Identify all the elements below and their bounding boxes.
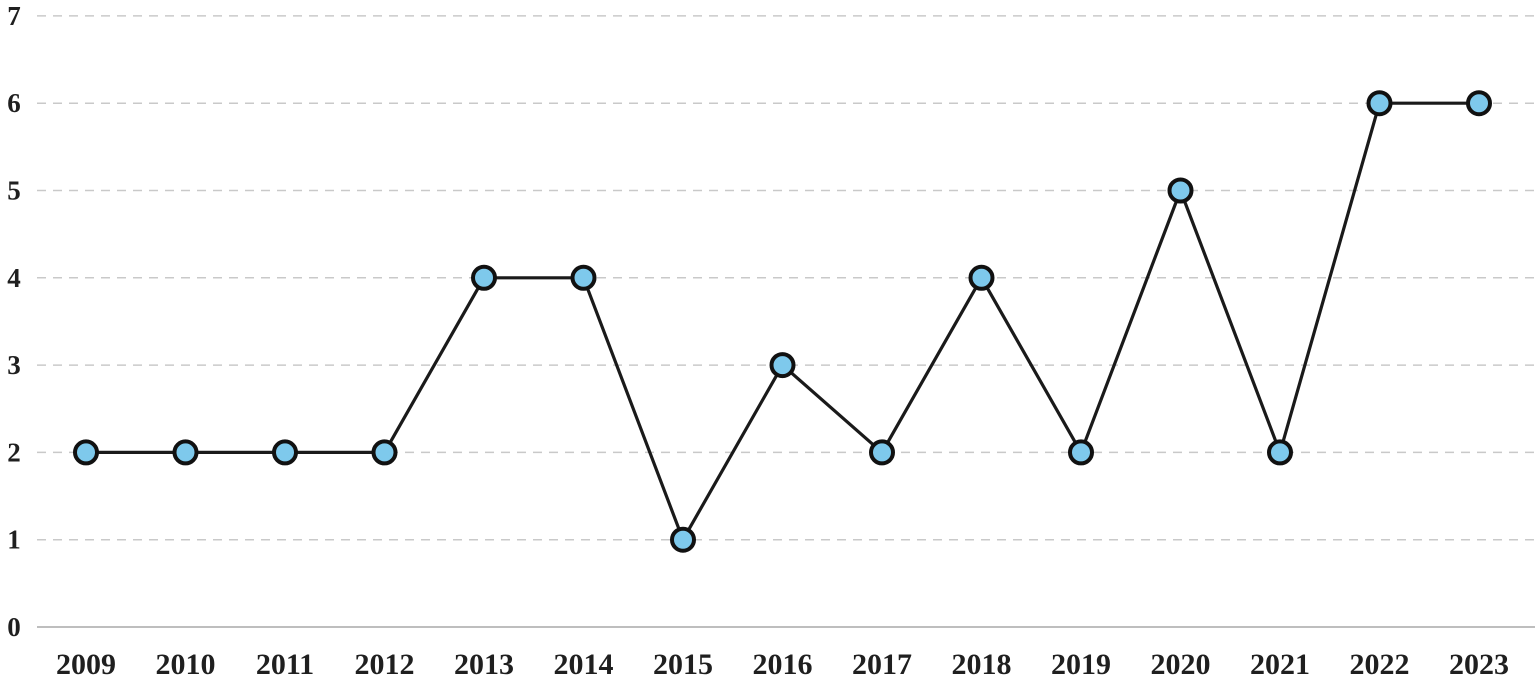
x-tick-label: 2015 [653,648,713,681]
data-point [1267,439,1293,466]
x-tick-label: 2009 [56,648,116,681]
series-path [84,101,1481,542]
series-line [84,101,1481,542]
x-tick-label: 2012 [355,648,415,681]
x-tick-label: 2010 [156,648,216,681]
data-point [73,439,99,466]
x-tick-label: 2014 [554,648,614,681]
data-point [371,439,398,466]
data-point [570,264,597,291]
x-tick-label: 2016 [753,648,813,681]
x-tick-label: 2017 [852,648,912,681]
x-tick-label: 2020 [1151,648,1211,681]
x-tick-label: 2018 [952,648,1012,681]
x-axis-labels: 2009 2010 2011 2012 2013 2014 2015 2016 2017 2018… [56,648,1509,681]
x-tick-label: 2011 [256,648,314,681]
y-tick-label: 6 [7,88,21,118]
data-point [1466,90,1492,117]
data-points [73,90,1492,553]
data-point [869,439,895,466]
data-point [1167,177,1194,204]
y-tick-label: 3 [7,350,21,380]
data-point [670,526,696,553]
y-tick-label: 0 [7,612,21,642]
data-point [968,264,995,291]
y-tick-label: 1 [7,525,21,555]
data-point [769,352,796,379]
y-tick-label: 7 [7,1,21,31]
y-tick-label: 2 [7,437,21,467]
data-point [272,439,298,466]
x-tick-label: 2019 [1051,648,1111,681]
x-tick-label: 2021 [1250,648,1310,681]
data-point [1068,439,1094,466]
data-point [471,264,497,291]
x-tick-label: 2022 [1350,648,1410,681]
data-point [1366,90,1393,117]
x-tick-label: 2023 [1449,648,1509,681]
y-tick-label: 4 [7,263,21,293]
x-tick-label: 2013 [454,648,514,681]
gridlines [37,15,1535,628]
y-tick-label: 5 [7,176,21,206]
y-axis-labels: 0 1 2 3 4 5 6 7 [7,1,21,642]
data-point [172,439,199,466]
